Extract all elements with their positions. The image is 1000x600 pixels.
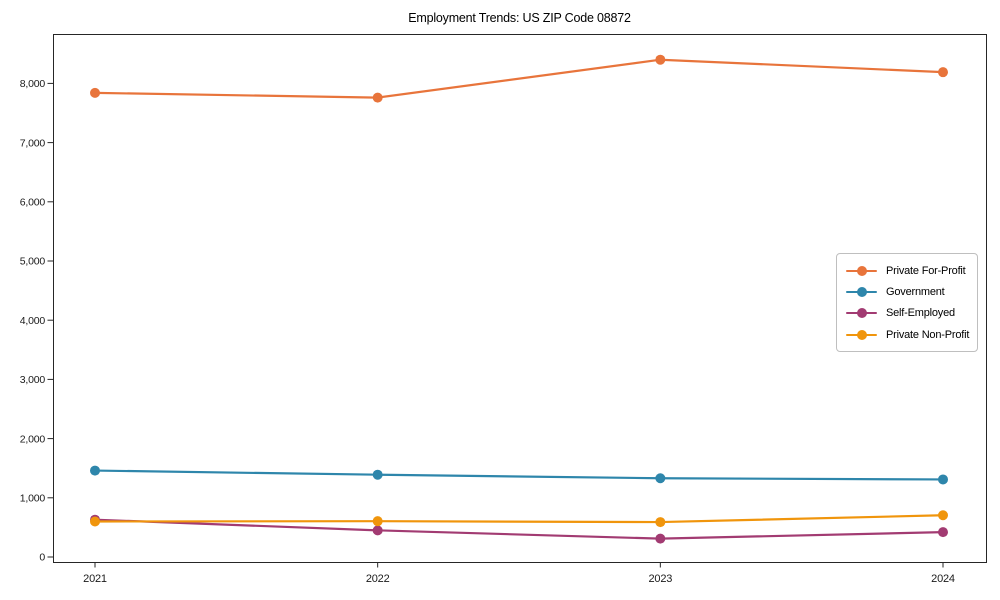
y-tick-label: 7,000: [20, 137, 46, 149]
y-tick-label: 0: [39, 552, 45, 564]
data-point-private-non-profit-2021: [90, 516, 100, 527]
legend-entry-self-employed: Self-Employed: [846, 303, 969, 324]
data-point-private-for-profit-2023: [655, 54, 666, 65]
legend-label: Private For-Profit: [886, 264, 966, 277]
legend-entry-private-non-profit: Private Non-Profit: [846, 324, 969, 345]
x-tick-label: 2024: [931, 573, 955, 585]
data-point-private-for-profit-2022: [372, 92, 383, 103]
legend-line-marker-icon: [846, 329, 877, 340]
data-point-self-employed-2024: [938, 527, 948, 538]
chart-title: Employment Trends: US ZIP Code 08872: [408, 11, 631, 25]
legend-dot-icon: [856, 265, 867, 276]
data-point-government-2022: [372, 469, 383, 480]
legend-dot-icon: [856, 308, 867, 319]
series-line-private-non-profit: [93, 514, 945, 524]
legend-entry-government: Government: [846, 281, 969, 302]
data-point-self-employed-2023: [655, 533, 666, 544]
data-point-private-for-profit-2021: [90, 87, 100, 98]
y-tick-label: 2,000: [20, 433, 46, 445]
series-line-self-employed: [93, 518, 945, 540]
data-point-private-non-profit-2024: [938, 510, 948, 521]
data-point-government-2024: [938, 474, 948, 485]
legend-dot-icon: [856, 329, 867, 340]
data-point-government-2023: [655, 473, 666, 484]
x-tick-label: 2023: [648, 573, 672, 585]
legend-dot-icon: [856, 286, 867, 297]
y-tick-label: 3,000: [20, 374, 46, 386]
y-tick-label: 4,000: [20, 315, 46, 327]
legend: Private For-Profit Government Self-Employe…: [836, 253, 978, 353]
plot-border: [53, 34, 987, 563]
data-point-government-2021: [90, 465, 100, 476]
legend-entry-private-for-profit: Private For-Profit: [846, 260, 969, 281]
data-point-private-for-profit-2024: [938, 67, 948, 78]
y-tick-label: 8,000: [20, 78, 46, 90]
y-tick-label: 6,000: [20, 197, 46, 209]
legend-line-marker-icon: [846, 265, 877, 276]
legend-line-marker-icon: [846, 308, 877, 319]
series-line-government: [93, 469, 945, 481]
legend-label: Government: [886, 285, 945, 298]
x-tick-label: 2022: [366, 573, 390, 585]
series-line-private-for-profit: [93, 58, 945, 99]
data-point-private-non-profit-2023: [655, 517, 666, 528]
data-point-self-employed-2022: [372, 525, 383, 536]
legend-line-marker-icon: [846, 286, 877, 297]
y-tick-label: 1,000: [20, 493, 46, 505]
legend-label: Self-Employed: [886, 307, 955, 320]
legend-label: Private Non-Profit: [886, 328, 970, 341]
y-tick-label: 5,000: [20, 256, 46, 268]
data-point-private-non-profit-2022: [372, 516, 383, 527]
x-tick-label: 2021: [83, 573, 107, 585]
